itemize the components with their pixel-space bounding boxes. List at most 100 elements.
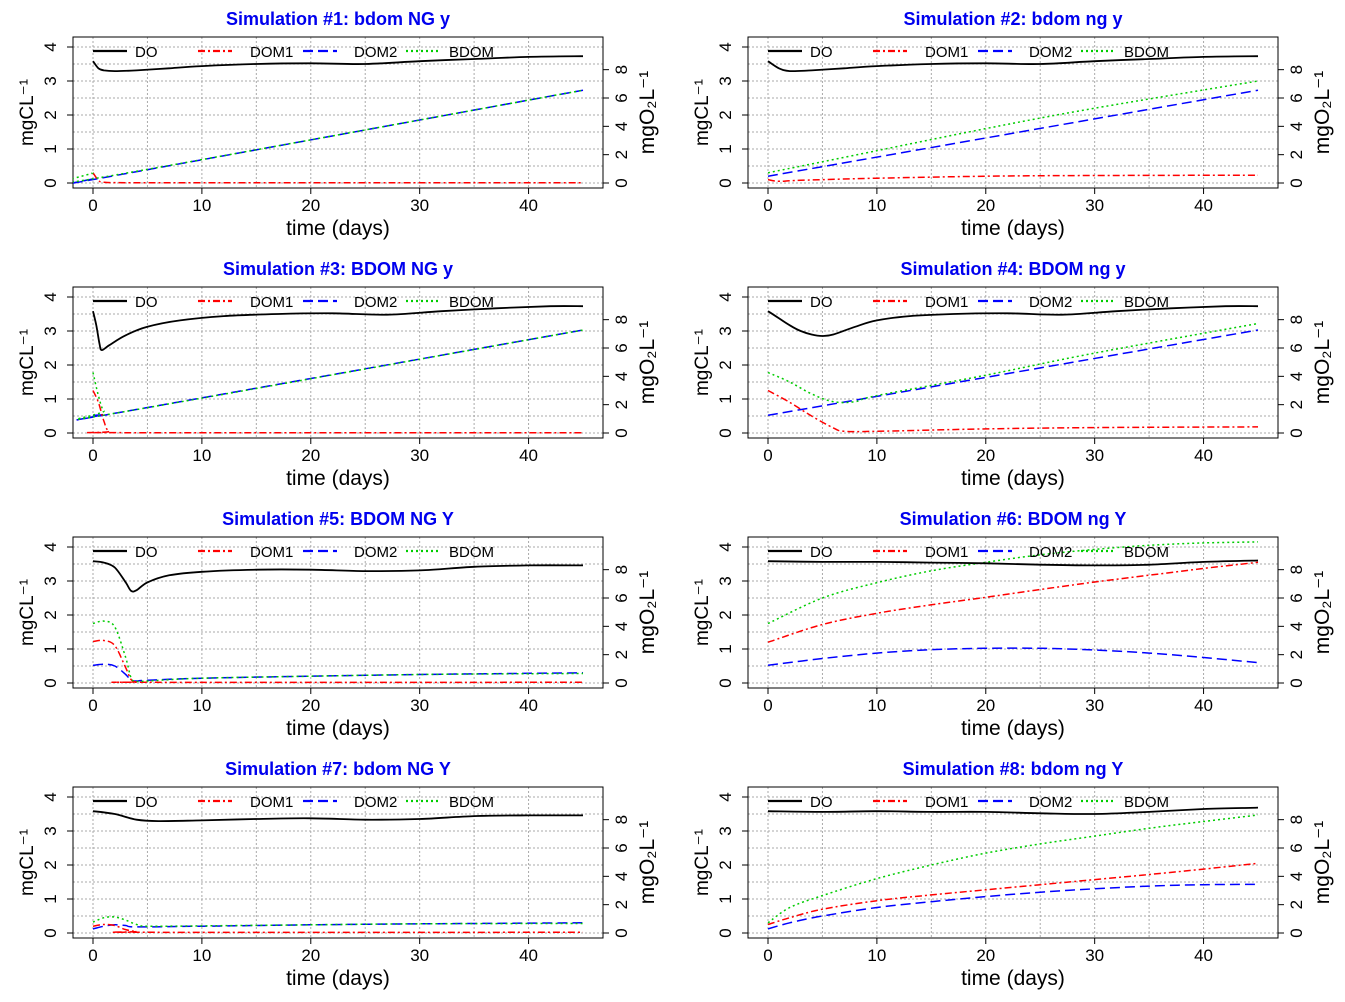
y-tick-label-right: 0	[612, 178, 631, 187]
series-line-dom2	[73, 89, 584, 184]
legend-label-do: DO	[135, 794, 158, 811]
x-tick-label: 20	[301, 696, 320, 715]
y-tick-label-left: 1	[716, 644, 735, 653]
y-tick-label-left: 0	[716, 928, 735, 937]
y-axis-label-left: mgCL⁻¹	[692, 329, 713, 396]
legend-label-dom2: DOM2	[1029, 294, 1072, 311]
x-tick-label: 40	[1194, 946, 1213, 965]
y-axis-label-right: mgO₂L⁻¹	[636, 321, 659, 404]
y-tick-label-left: 2	[41, 110, 60, 119]
legend-label-do: DO	[810, 544, 833, 561]
y-tick-label-left: 2	[41, 860, 60, 869]
x-tick-label: 30	[1085, 446, 1104, 465]
series-line-bdom	[767, 80, 1259, 174]
chart-title: Simulation #2: bdom ng y	[903, 9, 1122, 29]
y-tick-label-right: 0	[1287, 678, 1306, 687]
series-line-bdom	[767, 814, 1259, 924]
y-tick-label-left: 1	[41, 644, 60, 653]
y-tick-label-right: 8	[612, 815, 631, 824]
chart-title: Simulation #8: bdom ng Y	[903, 759, 1124, 779]
x-tick-label: 20	[301, 446, 320, 465]
y-tick-label-right: 0	[612, 928, 631, 937]
chart-legend: DO DOM1 DOM2 BDOM	[810, 794, 1169, 811]
y-tick-label-right: 2	[612, 650, 631, 659]
series-line-dom2	[767, 883, 1259, 930]
y-tick-label-right: 6	[612, 93, 631, 102]
y-tick-label-right: 0	[1287, 428, 1306, 437]
y-tick-label-right: 4	[1287, 372, 1306, 381]
y-tick-label-left: 1	[716, 144, 735, 153]
plot-frame	[72, 36, 604, 189]
series-line-bdom	[73, 89, 584, 183]
series-line-dom2	[767, 329, 1259, 417]
y-tick-label-left: 4	[716, 792, 735, 801]
y-tick-label-right: 0	[1287, 178, 1306, 187]
series-line-do	[92, 305, 584, 352]
y-tick-label-left: 2	[716, 860, 735, 869]
y-tick-label-right: 6	[612, 593, 631, 602]
x-axis-label: time (days)	[286, 967, 390, 990]
y-tick-label-left: 0	[41, 928, 60, 937]
chart-legend: DO DOM1 DOM2 BDOM	[810, 544, 1169, 561]
y-axis-label-left: mgCL⁻¹	[17, 579, 38, 646]
legend-label-bdom: BDOM	[449, 544, 494, 561]
x-tick-label: 40	[519, 196, 538, 215]
x-tick-label: 30	[1085, 946, 1104, 965]
y-tick-label-right: 8	[612, 565, 631, 574]
x-axis-label: time (days)	[961, 467, 1065, 490]
y-tick-label-left: 4	[41, 42, 60, 51]
y-tick-label-right: 2	[612, 400, 631, 409]
x-tick-label: 30	[410, 196, 429, 215]
x-tick-label: 0	[763, 196, 772, 215]
series-line-do	[92, 55, 584, 73]
y-tick-label-left: 4	[41, 542, 60, 551]
legend-label-dom2: DOM2	[1029, 544, 1072, 561]
legend-label-dom1: DOM1	[250, 44, 293, 61]
x-tick-label: 30	[410, 446, 429, 465]
y-tick-label-right: 4	[612, 622, 631, 631]
y-tick-label-left: 4	[41, 792, 60, 801]
x-axis-label: time (days)	[961, 967, 1065, 990]
y-tick-label-right: 2	[612, 150, 631, 159]
legend-label-bdom: BDOM	[1124, 294, 1169, 311]
series-line-do	[767, 55, 1259, 73]
series-line-bdom	[767, 322, 1259, 404]
x-tick-label: 20	[976, 946, 995, 965]
y-tick-label-left: 0	[716, 678, 735, 687]
series-line-bdom	[767, 541, 1259, 625]
series-line-dom1	[767, 561, 1259, 643]
legend-label-dom1: DOM1	[925, 544, 968, 561]
x-tick-label: 10	[867, 696, 886, 715]
series-line-dom1	[92, 172, 583, 184]
y-tick-label-left: 2	[41, 610, 60, 619]
series-line-do	[767, 305, 1259, 337]
y-tick-label-left: 0	[41, 678, 60, 687]
y-tick-label-left: 3	[716, 826, 735, 835]
chart-legend: DO DOM1 DOM2 BDOM	[135, 794, 494, 811]
x-tick-label: 40	[1194, 696, 1213, 715]
x-tick-label: 30	[1085, 696, 1104, 715]
y-axis-label-left: mgCL⁻¹	[17, 829, 38, 896]
x-tick-label: 0	[763, 946, 772, 965]
x-tick-label: 0	[763, 446, 772, 465]
chart-title: Simulation #7: bdom NG Y	[225, 759, 451, 779]
y-axis-label-left: mgCL⁻¹	[17, 329, 38, 396]
y-axis-label-left: mgCL⁻¹	[692, 79, 713, 146]
y-tick-label-left: 3	[41, 576, 60, 585]
y-tick-label-left: 3	[41, 76, 60, 85]
y-axis-label-left: mgCL⁻¹	[692, 829, 713, 896]
y-tick-label-right: 6	[1287, 843, 1306, 852]
x-tick-label: 0	[88, 946, 97, 965]
chart-legend: DO DOM1 DOM2 BDOM	[135, 294, 494, 311]
y-axis-label-right: mgO₂L⁻¹	[1311, 571, 1334, 654]
y-tick-label-right: 6	[612, 343, 631, 352]
chart-legend: DO DOM1 DOM2 BDOM	[810, 294, 1169, 311]
x-tick-label: 40	[1194, 446, 1213, 465]
y-tick-label-left: 1	[41, 144, 60, 153]
legend-label-do: DO	[810, 794, 833, 811]
x-tick-label: 10	[192, 696, 211, 715]
